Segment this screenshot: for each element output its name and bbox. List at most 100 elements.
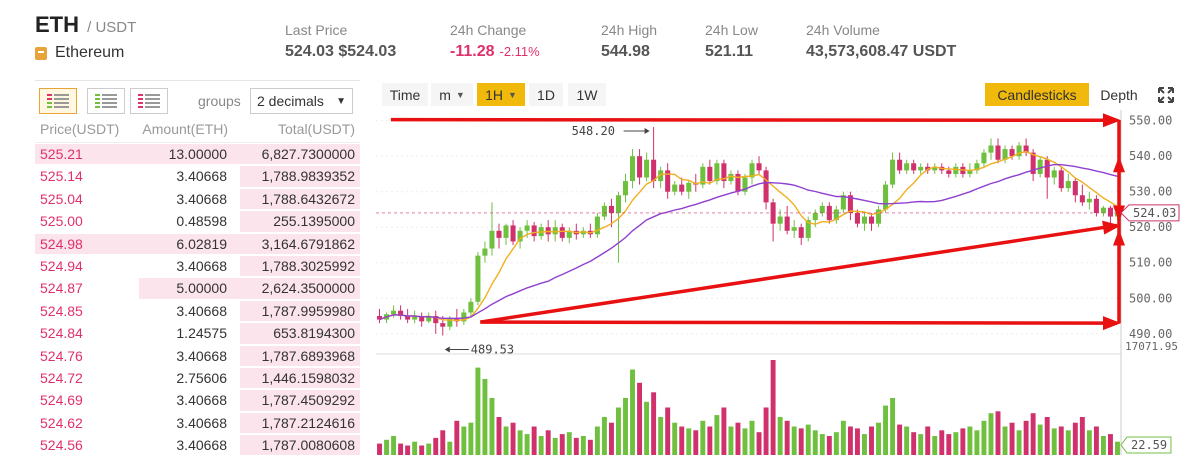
depth-bar [239, 390, 360, 411]
volume-bar [728, 426, 734, 455]
volume-bar [1023, 420, 1029, 455]
candle-body [566, 230, 572, 238]
order-total: 1,788.9839352 [261, 168, 355, 185]
depth-bar [35, 233, 360, 254]
volume-bar [496, 417, 502, 455]
depth-bar [239, 211, 360, 232]
volume-bar [601, 417, 607, 455]
volume-bar [946, 434, 952, 455]
volume-bar [784, 420, 790, 455]
bottom-trend-arrow-head [1102, 316, 1121, 331]
fullscreen-icon [1158, 86, 1174, 103]
candle-body [875, 209, 882, 224]
candle-body [433, 316, 439, 324]
price-axis: 490.00 500.00 510.00 520.00 530.00 540.00 550.… [376, 114, 1180, 454]
volume-bar [440, 430, 446, 455]
candle-body [608, 205, 614, 214]
stat-last-price: Last Price 524.03 $524.03 [285, 22, 396, 61]
hour-interval-button[interactable]: 1H ▼ [477, 83, 525, 106]
order-price: 524.84 [40, 325, 83, 342]
order-book-toolbar: groups 2 decimals ▼ [35, 81, 360, 121]
candle-body [1107, 207, 1113, 217]
volume-bar [960, 428, 966, 455]
order-row[interactable]: 524.98 6.02819 3,164.6791862 [35, 233, 360, 255]
volume-bar [580, 436, 586, 455]
volume-max-label: 17071.95 [1125, 340, 1178, 353]
candle-body [918, 166, 924, 171]
volume-bar [890, 398, 896, 455]
candle-body [1030, 152, 1036, 174]
order-row[interactable]: 524.56 3.40668 1,787.0080608 [35, 434, 360, 455]
volume-bar [594, 426, 600, 455]
candle-body [840, 195, 846, 210]
stat-24h-volume: 24h Volume 43,573,608.47 USDT [806, 22, 956, 61]
order-row[interactable]: 525.14 3.40668 1,788.9839352 [35, 165, 360, 187]
view-buy-button[interactable] [87, 88, 125, 114]
order-row[interactable]: 524.69 3.40668 1,787.4509292 [35, 389, 360, 411]
order-amount: 0.48598 [176, 213, 227, 230]
minute-interval-button[interactable]: m ▼ [431, 83, 473, 106]
candle-body [777, 216, 783, 224]
volume-bar [454, 420, 460, 455]
book-both-icon [47, 94, 69, 108]
candle-body [545, 227, 551, 235]
candle-body [1037, 159, 1043, 174]
order-row[interactable]: 524.62 3.40668 1,787.2124616 [35, 412, 360, 434]
order-total: 6,827.7300000 [261, 146, 355, 162]
candle-body [847, 195, 853, 214]
range-arrow-down [1113, 205, 1125, 222]
order-row[interactable]: 525.21 13.00000 6,827.7300000 [35, 143, 360, 165]
ticker-header: ETH / USDT Ethereum Last Price 524.03 $5… [0, 0, 1198, 72]
candle-body [1016, 145, 1022, 157]
volume-bar [819, 434, 825, 455]
stat-24h-change: 24h Change -11.28 -2.11% [450, 22, 540, 61]
volume-bar [798, 428, 804, 455]
candle-body [819, 205, 825, 214]
candle-body [1058, 170, 1064, 189]
time-button[interactable]: Time [382, 83, 428, 106]
volume-bar [1044, 417, 1050, 455]
candle-body [412, 316, 418, 320]
stat-label: Last Price [285, 22, 348, 38]
candle-body [482, 248, 488, 256]
order-row[interactable]: 524.87 5.00000 2,624.3500000 [35, 277, 360, 299]
week-interval-button[interactable]: 1W [568, 83, 606, 106]
candle-body [1009, 149, 1015, 157]
order-row[interactable]: 524.72 2.75606 1,446.1598032 [35, 367, 360, 389]
volume-bar [1065, 430, 1071, 455]
order-amount: 3.40668 [176, 257, 227, 274]
view-sell-button[interactable] [130, 88, 168, 114]
stat-value: 521.11 [705, 43, 754, 60]
order-row[interactable]: 525.00 0.48598 255.1395000 [35, 210, 360, 232]
decimals-select[interactable]: 2 decimals ▼ [250, 88, 353, 114]
volume-last-marker [1120, 436, 1172, 454]
rising-trend-arrow [480, 223, 1118, 324]
depth-bar [239, 435, 360, 455]
ma-slow-line [379, 163, 1118, 321]
volume-bar [1100, 436, 1106, 455]
depth-tab[interactable]: Depth [1091, 83, 1147, 106]
order-total: 1,787.9959980 [261, 302, 355, 319]
order-row[interactable]: 525.04 3.40668 1,788.6432672 [35, 188, 360, 210]
candlesticks-tab[interactable]: Candlesticks [985, 83, 1089, 106]
order-row[interactable]: 524.94 3.40668 1,788.3025992 [35, 255, 360, 277]
change-percent: -2.11% [499, 44, 540, 59]
order-row[interactable]: 524.76 3.40668 1,787.6893968 [35, 345, 360, 367]
candle-body [651, 159, 657, 182]
day-interval-button[interactable]: 1D [529, 83, 563, 106]
candlestick-chart[interactable]: 490.00 500.00 510.00 520.00 530.00 540.00 550.… [376, 110, 1198, 455]
volume-bar [405, 445, 411, 455]
volume-bar [468, 422, 474, 455]
view-both-button[interactable] [39, 88, 77, 114]
order-row[interactable]: 524.84 1.24575 653.8194300 [35, 322, 360, 344]
volume-bar [1115, 441, 1120, 455]
info-icon[interactable] [35, 46, 47, 60]
volume-bar [707, 426, 713, 455]
candle-body [756, 163, 762, 171]
coin-name[interactable]: Ethereum [35, 44, 124, 62]
order-total: 1,788.6432672 [261, 190, 355, 207]
volume-bar [1079, 417, 1085, 455]
fullscreen-button[interactable] [1152, 83, 1180, 106]
order-row[interactable]: 524.85 3.40668 1,787.9959980 [35, 300, 360, 322]
order-amount: 3.40668 [176, 347, 227, 364]
